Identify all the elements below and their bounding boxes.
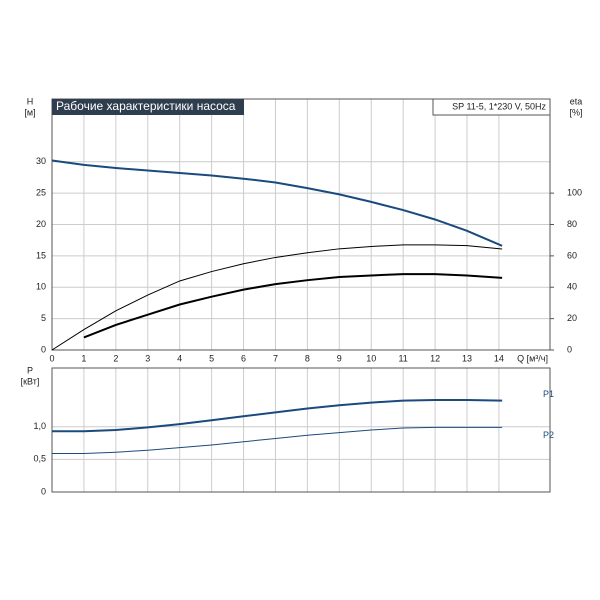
line-series xyxy=(52,398,503,433)
chart-title: Рабочие характеристики насоса xyxy=(56,99,236,113)
y2-tick-label: 0 xyxy=(567,344,572,354)
y2-tick-label: 100 xyxy=(567,188,582,198)
y-tick-label: 0,5 xyxy=(33,454,46,464)
x-tick-label: 12 xyxy=(430,353,440,363)
x-tick-label: 7 xyxy=(273,353,278,363)
plot-frame xyxy=(51,367,551,493)
y-tick-label: 1,0 xyxy=(33,421,46,431)
y2-tick-label: 80 xyxy=(567,219,577,229)
x-tick-label: 3 xyxy=(145,353,150,363)
y-axis-label: H xyxy=(27,96,34,106)
x-tick-label: 5 xyxy=(209,353,214,363)
y2-axis-unit: [%] xyxy=(569,107,582,117)
x-tick-label: 4 xyxy=(177,353,182,363)
y-tick-label: 30 xyxy=(36,156,46,166)
x-tick-label: 0 xyxy=(49,353,54,363)
y-axis-unit: [кВт] xyxy=(21,376,40,386)
x-tick-label: 11 xyxy=(398,353,407,363)
line-series xyxy=(51,244,503,351)
y2-tick-label: 20 xyxy=(567,313,577,323)
x-tick-label: 14 xyxy=(494,353,504,363)
x-tick-label: 1 xyxy=(81,353,86,363)
y-tick-label: 0 xyxy=(41,344,46,354)
y-tick-label: 15 xyxy=(36,250,46,260)
series-label: P1 xyxy=(543,389,554,399)
x-tick-label: 9 xyxy=(337,353,342,363)
line-series xyxy=(51,159,503,247)
y-tick-label: 5 xyxy=(41,313,46,323)
line-series xyxy=(83,273,503,339)
y2-tick-label: 40 xyxy=(567,282,577,292)
x-tick-label: 8 xyxy=(305,353,310,363)
subtitle-box xyxy=(432,98,551,116)
chart-subtitle: SP 11-5, 1*230 V, 50Hz xyxy=(452,101,546,111)
y-tick-label: 20 xyxy=(36,219,46,229)
x-axis-label: Q [м³/ч] xyxy=(517,353,548,363)
x-tick-label: 2 xyxy=(113,353,118,363)
y2-tick-label: 60 xyxy=(567,250,577,260)
x-tick-label: 13 xyxy=(462,353,472,363)
line-series xyxy=(52,426,503,454)
title-box xyxy=(52,99,244,115)
series-label: P2 xyxy=(543,430,554,440)
y-tick-label: 25 xyxy=(36,188,46,198)
y-axis-unit: [м] xyxy=(24,107,35,117)
y-tick-label: 10 xyxy=(36,282,46,292)
x-tick-label: 10 xyxy=(366,353,376,363)
y-axis-label: P xyxy=(27,365,33,375)
y-tick-label: 0 xyxy=(41,486,46,496)
y2-axis-label: eta xyxy=(570,96,583,106)
x-tick-label: 6 xyxy=(241,353,246,363)
